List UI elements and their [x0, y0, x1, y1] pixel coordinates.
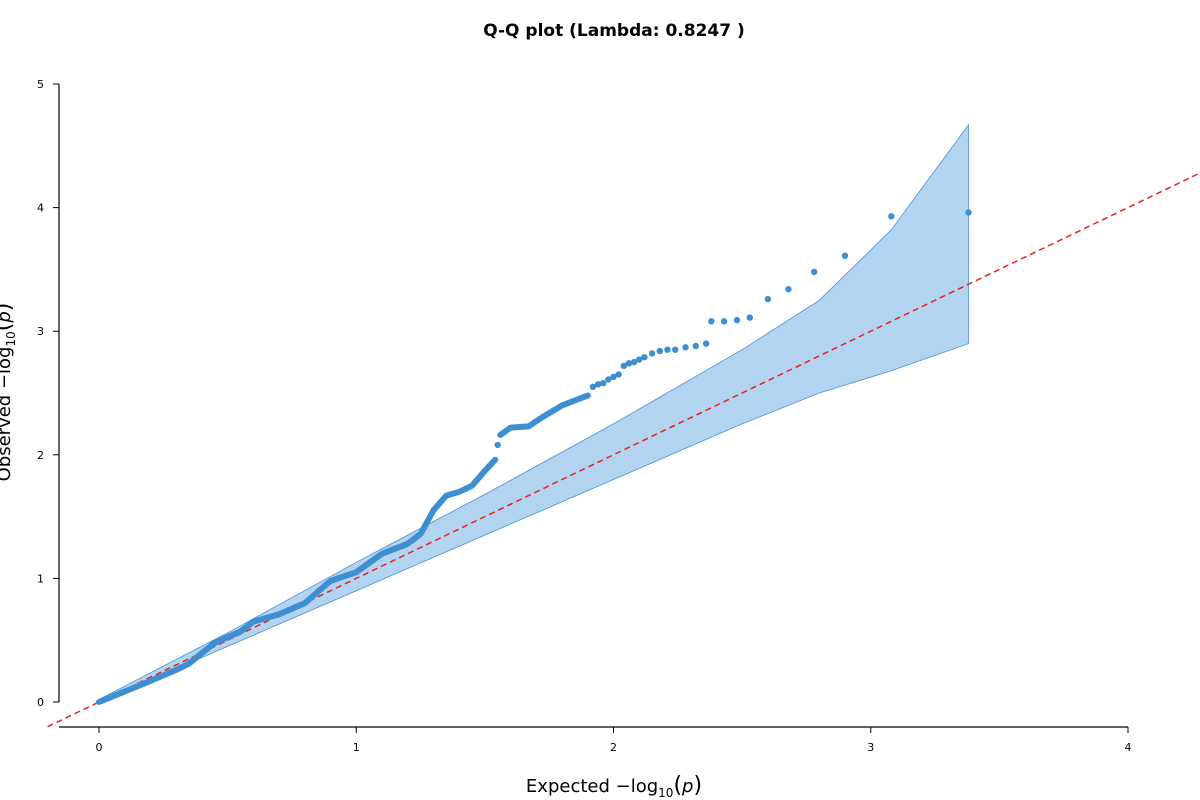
data-point	[615, 371, 622, 378]
x-tick-label: 1	[353, 741, 360, 754]
chart-title: Q-Q plot (Lambda: 0.8247 )	[483, 21, 745, 41]
data-point	[672, 346, 679, 353]
y-tick-label: 4	[37, 202, 44, 215]
data-point	[648, 350, 656, 357]
y-axis-label: Observed −log10(p)	[0, 303, 18, 482]
y-tick-label: 5	[37, 78, 44, 91]
x-axis-label: Expected −log10(p)	[526, 773, 702, 800]
data-point	[764, 295, 772, 303]
data-point	[625, 360, 633, 367]
data-point	[589, 383, 597, 390]
data-point	[841, 252, 849, 259]
data-point	[494, 441, 501, 449]
confidence-band	[98, 123, 969, 703]
data-point	[636, 356, 643, 363]
data-point	[656, 347, 663, 355]
data-point	[811, 268, 818, 276]
data-point	[692, 342, 699, 350]
data-point	[682, 344, 689, 351]
y-tick-label: 0	[37, 696, 44, 709]
data-point	[785, 286, 792, 293]
data-point	[594, 381, 602, 388]
x-tick-label: 0	[96, 741, 103, 754]
y-tick-label: 2	[37, 449, 44, 462]
data-point	[708, 318, 715, 325]
data-point	[630, 358, 638, 366]
observed-points-dense	[497, 392, 591, 438]
observed-points-dense	[96, 456, 499, 705]
y-tick-label: 1	[37, 572, 44, 585]
data-point	[720, 318, 728, 325]
data-point	[605, 376, 612, 383]
x-tick-label: 4	[1125, 741, 1132, 754]
y-tick-label: 3	[37, 325, 44, 338]
data-point	[610, 373, 617, 381]
data-point	[620, 362, 627, 369]
data-point	[888, 213, 895, 220]
data-point	[664, 346, 671, 353]
x-tick-label: 3	[867, 741, 874, 754]
x-tick-label: 2	[610, 741, 617, 754]
data-point	[702, 340, 710, 347]
data-point	[965, 209, 972, 216]
data-point	[641, 354, 648, 361]
data-point	[733, 316, 741, 324]
data-point	[746, 314, 753, 321]
data-point	[600, 379, 607, 387]
